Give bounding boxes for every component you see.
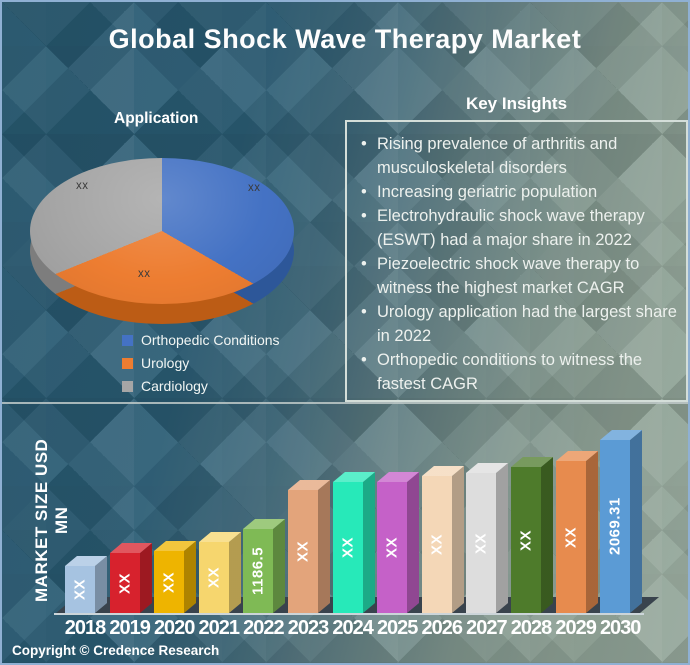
pie-legend: Orthopedic Conditions Urology Cardiology	[122, 332, 280, 401]
bar-side-face	[407, 471, 420, 613]
x-axis-tick-label: 2021	[198, 617, 241, 639]
key-insight-item: Rising prevalence of arthritis and muscu…	[359, 132, 678, 180]
bar-value-label: 2069.31	[606, 497, 624, 556]
bar-front-face	[555, 461, 586, 613]
key-insights-heading: Key Insights	[465, 94, 568, 113]
bar-front-face	[377, 482, 408, 613]
x-axis-tick-label: 2027	[466, 617, 508, 639]
bar-side-face	[585, 450, 598, 613]
bar-2027: XX	[466, 462, 509, 613]
copyright-text: Copyright © Credence Research	[12, 643, 220, 658]
pie-chart: xx xx xx	[30, 158, 300, 330]
key-insight-item: Electrohydraulic shock wave therapy (ESW…	[359, 204, 678, 252]
bar-chart: XX XX XX XX 1186.5 XX XX XX XX XX XX XX 2069.31	[54, 422, 660, 615]
bar-front-face	[466, 473, 497, 613]
key-insight-item: Orthopedic conditions to witness the fas…	[359, 348, 678, 396]
bar-value-label: XX	[428, 534, 446, 556]
x-axis-tick-label: 2028	[510, 617, 553, 639]
x-axis-tick-label: 2020	[153, 617, 196, 639]
bar-value-label: XX	[71, 579, 89, 601]
legend-label: Urology	[141, 355, 190, 371]
x-axis-tick-label: 2025	[376, 617, 419, 639]
bar-side-face	[273, 518, 286, 613]
pie-top-face	[30, 158, 294, 304]
bar-value-label: XX	[205, 567, 223, 589]
bar-side-face	[630, 429, 643, 613]
bar-value-label: XX	[472, 532, 490, 554]
key-insights-list: Rising prevalence of arthritis and muscu…	[359, 132, 678, 396]
bar-value-label: XX	[294, 541, 312, 563]
bar-side-face	[228, 531, 241, 613]
chart-baseline	[54, 613, 644, 615]
x-axis-tick-label: 2023	[287, 617, 330, 639]
legend-label: Cardiology	[141, 378, 208, 394]
bar-2021: XX	[198, 531, 241, 613]
bar-side-face	[318, 479, 330, 613]
legend-item: Cardiology	[122, 378, 280, 394]
bar-value-label: XX	[562, 526, 580, 548]
bar-2030: 2069.31	[600, 429, 643, 613]
legend-swatch-icon	[122, 334, 133, 346]
legend-item: Orthopedic Conditions	[122, 332, 280, 348]
bar-2024: XX	[332, 471, 375, 613]
bar-2022: 1186.5	[243, 518, 286, 613]
x-axis-tick-label: 2019	[109, 617, 151, 639]
bar-2025: XX	[377, 471, 420, 613]
bar-value-label: XX	[339, 537, 357, 559]
bar-chart-x-axis: 2018 2019 2020 2021 2022 2023 2024 2025 2026 2027…	[58, 617, 658, 643]
pie-slice-value-label: xx	[76, 180, 89, 192]
pie-chart-heading: Application	[114, 110, 199, 127]
bar-side-face	[541, 456, 553, 613]
bar-value-label: XX	[517, 529, 535, 551]
key-insight-item: Piezoelectric shock wave therapy to witn…	[359, 252, 678, 300]
key-insights-box: Rising prevalence of arthritis and muscu…	[345, 120, 688, 402]
bar-2018: XX	[65, 555, 107, 613]
bar-2026: XX	[421, 465, 464, 613]
bar-2019: XX	[109, 542, 152, 613]
legend-swatch-icon	[122, 380, 133, 392]
legend-label: Orthopedic Conditions	[141, 332, 280, 348]
x-axis-tick-label: 2018	[64, 617, 107, 639]
pie-slice-value-label: xx	[138, 268, 151, 280]
bar-front-face	[421, 476, 452, 613]
bar-side-face	[139, 542, 152, 613]
bar-2029: XX	[555, 450, 598, 613]
section-divider	[2, 402, 688, 404]
legend-swatch-icon	[122, 357, 133, 369]
x-axis-tick-label: 2024	[332, 617, 374, 639]
bar-front-face	[198, 542, 229, 613]
bar-front-face	[243, 529, 274, 613]
bar-value-label: XX	[160, 571, 178, 593]
bar-side-face	[451, 465, 464, 613]
bar-front-face	[65, 566, 95, 613]
bar-value-label: XX	[383, 537, 401, 559]
bar-front-face	[154, 551, 185, 613]
key-insight-item: Urology application had the largest shar…	[359, 300, 678, 348]
bar-2023: XX	[288, 479, 330, 613]
bar-value-label: XX	[116, 572, 134, 594]
bar-front-face	[511, 467, 541, 613]
bar-front-face	[288, 490, 318, 613]
bar-side-face	[184, 540, 197, 613]
pie-slice-value-label: xx	[248, 182, 261, 194]
bar-front-face	[109, 553, 140, 613]
key-insight-item: Increasing geriatric population	[359, 180, 678, 204]
bar-value-label: 1186.5	[249, 546, 267, 596]
bar-side-face	[362, 471, 375, 613]
bar-side-face	[95, 555, 107, 613]
legend-item: Urology	[122, 355, 280, 371]
x-axis-tick-label: 2029	[555, 617, 597, 639]
bar-2020: XX	[154, 540, 197, 613]
page-title: Global Shock Wave Therapy Market	[108, 24, 582, 54]
bar-2028: XX	[511, 456, 553, 613]
x-axis-tick-label: 2030	[599, 617, 642, 639]
bar-side-face	[496, 462, 509, 613]
bar-front-face	[600, 440, 631, 613]
bar-front-face	[332, 482, 363, 613]
x-axis-tick-label: 2022	[243, 617, 285, 639]
x-axis-tick-label: 2026	[421, 617, 464, 639]
